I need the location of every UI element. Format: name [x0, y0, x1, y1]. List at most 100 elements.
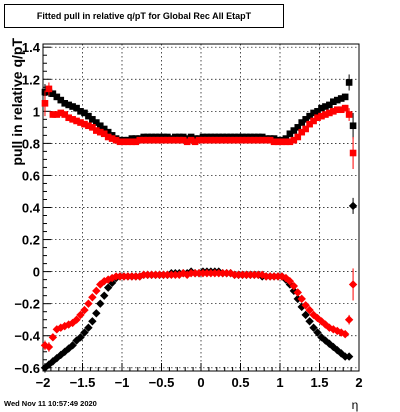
- data-point-diamond: [92, 286, 101, 296]
- data-point-square: [65, 114, 72, 122]
- x-tick-label: 0: [197, 375, 204, 390]
- data-point-square: [164, 136, 171, 144]
- data-point-square: [89, 124, 96, 131]
- data-point-diamond: [80, 305, 89, 315]
- data-point-square: [318, 104, 325, 112]
- data-point-square: [345, 79, 353, 86]
- data-point-diamond: [96, 299, 105, 308]
- y-tick-label: 0.4: [22, 201, 41, 216]
- data-point-square: [341, 93, 349, 101]
- data-point-square: [306, 112, 313, 120]
- data-point-square: [89, 116, 96, 123]
- data-point-square: [251, 136, 258, 144]
- data-point-square: [41, 100, 49, 107]
- data-point-square: [290, 136, 298, 144]
- data-point-square: [160, 136, 167, 144]
- data-point-square: [81, 109, 88, 117]
- data-point-square: [345, 111, 353, 118]
- data-point-square: [144, 136, 151, 144]
- data-point-diamond: [60, 347, 69, 356]
- data-point-diamond: [344, 352, 354, 361]
- data-point-square: [314, 108, 321, 115]
- y-tick-label: 0.6: [22, 168, 40, 183]
- data-point-square: [191, 138, 199, 146]
- data-point-square: [203, 136, 211, 144]
- x-tick-label: 0.5: [231, 375, 249, 390]
- data-point-square: [239, 136, 246, 144]
- data-point-square: [294, 124, 302, 131]
- data-point-square: [235, 136, 242, 144]
- data-point-square: [152, 136, 159, 144]
- data-point-square: [258, 136, 266, 144]
- data-point-diamond: [309, 323, 318, 332]
- data-point-square: [330, 108, 337, 115]
- data-point-square: [326, 101, 333, 109]
- y-tick-label: 0.8: [22, 136, 40, 151]
- data-point-square: [231, 136, 238, 144]
- y-tick-label: −0.2: [14, 297, 40, 312]
- y-tick-label: −0.6: [14, 361, 40, 376]
- y-tick-label: 1.2: [22, 72, 40, 87]
- data-point-square: [330, 98, 337, 106]
- data-point-diamond: [348, 280, 358, 289]
- data-point-square: [65, 101, 72, 109]
- data-point-diamond: [285, 277, 295, 286]
- data-point-diamond: [348, 201, 358, 211]
- data-point-square: [290, 127, 298, 134]
- x-tick-label: −0.5: [149, 375, 175, 390]
- data-point-square: [349, 149, 357, 157]
- data-point-square: [175, 136, 183, 144]
- data-point-square: [73, 117, 80, 125]
- data-point-square: [310, 109, 317, 117]
- data-point-square: [223, 136, 230, 144]
- data-point-square: [100, 125, 108, 133]
- y-tick-label: 0: [33, 265, 40, 280]
- data-point-square: [81, 120, 88, 128]
- axes: −2 −1.5 −1 −0.5 0 0.5 1 1.5 2 −0.6 −0.4 −0.2 0 0.2 0.4…: [14, 40, 362, 390]
- x-tick-label: 1.5: [310, 375, 328, 390]
- data-point-square: [333, 106, 341, 114]
- data-point-square: [140, 136, 148, 144]
- data-point-square: [104, 133, 112, 141]
- data-point-diamond: [92, 309, 101, 318]
- data-point-square: [294, 133, 302, 141]
- data-point-diamond: [72, 336, 81, 345]
- data-point-square: [341, 104, 349, 112]
- data-point-square: [69, 116, 76, 123]
- data-point-square: [168, 136, 175, 144]
- data-point-square: [199, 136, 207, 144]
- data-point-square: [96, 122, 104, 130]
- x-tick-label: 1: [276, 375, 283, 390]
- data-point-square: [128, 138, 136, 146]
- data-point-square: [108, 135, 116, 142]
- data-point-square: [156, 136, 163, 144]
- data-point-square: [322, 103, 329, 110]
- data-point-diamond: [103, 283, 113, 292]
- data-point-square: [172, 136, 179, 144]
- data-point-diamond: [313, 328, 322, 337]
- data-point-diamond: [40, 363, 50, 372]
- data-point-square: [262, 136, 270, 144]
- data-point-square: [93, 119, 100, 126]
- data-point-square: [120, 138, 128, 146]
- data-point-square: [282, 138, 290, 146]
- data-point-square: [69, 103, 76, 110]
- data-point-diamond: [72, 315, 81, 324]
- data-point-square: [326, 109, 333, 117]
- data-point-square: [298, 128, 306, 136]
- data-point-diamond: [80, 328, 89, 337]
- data-point-square: [314, 114, 321, 122]
- data-point-diamond: [305, 317, 314, 326]
- data-point-diamond: [52, 353, 62, 363]
- data-point-square: [310, 117, 317, 125]
- data-point-square: [322, 111, 329, 118]
- data-point-square: [57, 109, 65, 117]
- data-point-square: [302, 116, 309, 123]
- data-point-square: [104, 128, 112, 136]
- data-point-diamond: [76, 310, 85, 320]
- data-point-square: [274, 138, 282, 146]
- data-point-square: [247, 136, 254, 144]
- data-point-diamond: [226, 269, 235, 278]
- data-point-square: [266, 136, 274, 144]
- data-point-square: [333, 96, 341, 104]
